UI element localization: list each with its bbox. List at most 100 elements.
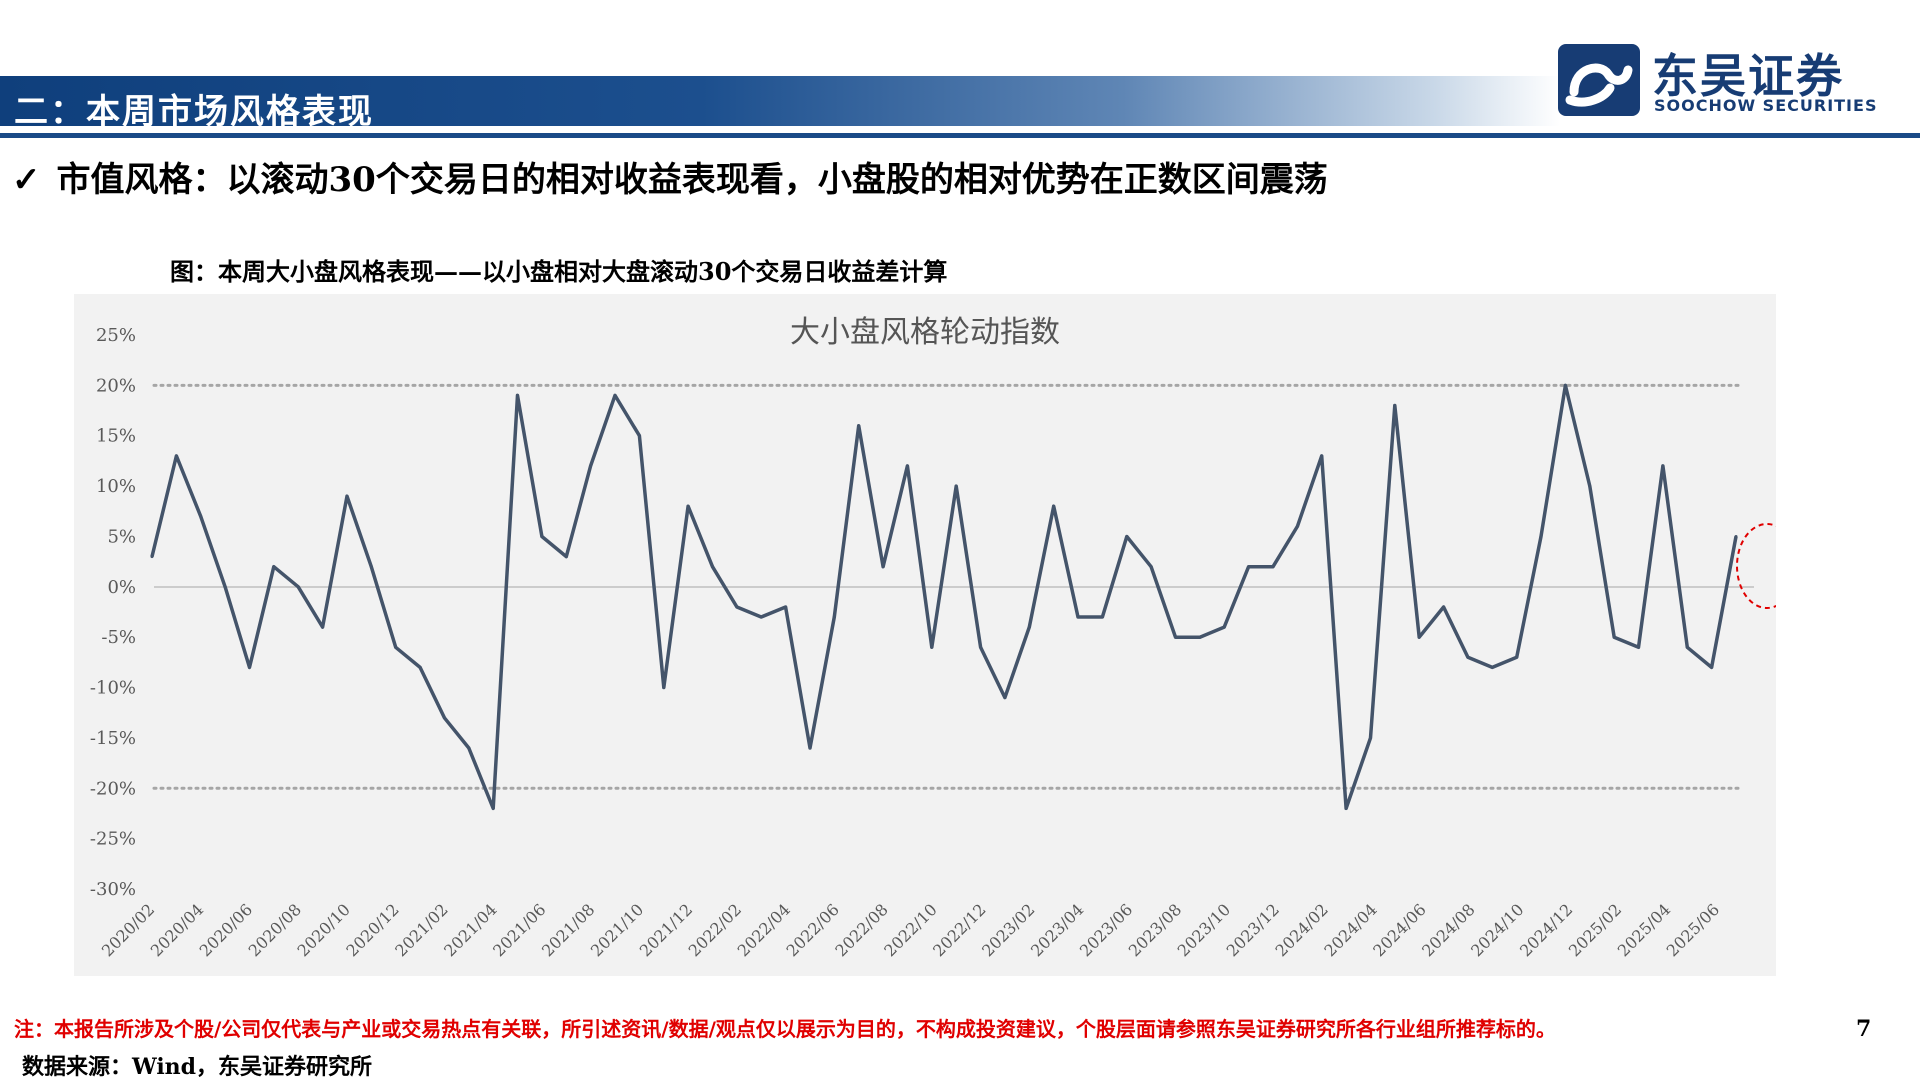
reference-lines [152, 383, 1740, 790]
data-point [1588, 484, 1592, 488]
data-point [1003, 696, 1007, 700]
data-point [442, 716, 446, 720]
data-point [735, 605, 739, 609]
x-tick-label: 2023/12 [1223, 900, 1283, 960]
data-point [1661, 464, 1665, 468]
y-tick-label: -20% [90, 778, 136, 799]
data-point [1369, 736, 1372, 740]
data-point [516, 393, 519, 397]
data-point [321, 625, 325, 629]
data-point [857, 424, 861, 428]
data-point [1442, 605, 1446, 609]
data-point [1637, 645, 1640, 649]
series-group [150, 383, 1738, 811]
data-point [711, 565, 714, 569]
highlight-circle [1736, 523, 1776, 609]
data-point [1052, 504, 1056, 508]
x-tick-label: 2020/04 [147, 900, 207, 960]
y-tick-label: 10% [96, 476, 136, 497]
y-axis: 25% 20% 15% 10% 5% 0% -5% -10% -15% -20% -25% -30% [90, 325, 136, 900]
x-tick-label: 2024/10 [1467, 900, 1527, 960]
data-point [1417, 635, 1421, 639]
data-point [1734, 535, 1738, 538]
header-divider [0, 133, 1920, 138]
y-tick-label: 25% [96, 325, 136, 346]
x-tick-label: 2020/12 [342, 900, 402, 960]
page-number: 7 [1856, 1016, 1872, 1042]
y-tick-label: 0% [107, 577, 136, 598]
x-tick-label: 2022/02 [685, 900, 745, 960]
data-point [1685, 645, 1689, 649]
data-point [613, 393, 617, 397]
x-tick-label: 2022/08 [831, 900, 891, 960]
data-point [808, 746, 812, 750]
data-point [394, 645, 398, 649]
y-tick-label: -5% [101, 627, 136, 648]
x-tick-label: 2021/06 [489, 900, 549, 960]
data-point [540, 535, 544, 538]
data-point [1710, 665, 1714, 669]
slide-subtitle: ✓ 市值风格：以滚动30个交易日的相对收益表现看，小盘股的相对优势在正数区间震荡 [12, 152, 1328, 201]
x-tick-label: 2020/02 [98, 900, 158, 960]
x-tick-label: 2021/10 [587, 900, 647, 960]
data-point [1295, 524, 1299, 528]
data-point [467, 746, 471, 750]
data-point [150, 555, 154, 559]
section-header-band [0, 76, 1560, 126]
x-tick-label: 2023/02 [978, 900, 1038, 960]
data-point [1027, 625, 1031, 629]
chart-title: 大小盘风格轮动指数 [790, 315, 1060, 350]
x-tick-label: 2021/04 [440, 900, 500, 960]
y-tick-label: -15% [90, 728, 136, 749]
brand-logo: 东吴证券 SOOCHOW SECURITIES [1556, 40, 1920, 120]
data-point [1076, 615, 1080, 619]
x-tick-label: 2021/08 [538, 900, 598, 960]
x-tick-label: 2024/08 [1418, 900, 1478, 960]
x-tick-label: 2023/10 [1174, 900, 1234, 960]
x-tick-label: 2025/02 [1565, 900, 1625, 960]
y-tick-label: -10% [90, 678, 136, 699]
soochow-logo-icon [1558, 44, 1640, 116]
logo-english-text: SOOCHOW SECURITIES [1654, 96, 1878, 115]
data-point [1393, 404, 1397, 407]
data-point [930, 645, 934, 649]
data-point [1247, 565, 1251, 569]
x-tick-label: 2022/06 [782, 900, 842, 960]
data-point [686, 504, 690, 508]
x-tick-label: 2021/12 [636, 900, 696, 960]
x-tick-label: 2022/10 [880, 900, 940, 960]
data-point [1515, 655, 1519, 659]
x-tick-label: 2020/06 [196, 900, 256, 960]
data-point [369, 565, 373, 569]
data-point [418, 665, 422, 669]
x-tick-label: 2024/02 [1271, 900, 1331, 960]
data-point [905, 464, 909, 468]
x-tick-label: 2021/02 [391, 900, 451, 960]
y-tick-label: -25% [90, 829, 136, 850]
x-tick-label: 2023/04 [1027, 900, 1087, 960]
data-point [223, 585, 227, 589]
y-tick-label: 15% [96, 426, 136, 447]
data-point [564, 555, 568, 559]
data-point [1149, 565, 1153, 569]
x-tick-label: 2023/08 [1125, 900, 1185, 960]
data-point [1100, 615, 1104, 619]
data-point [1174, 635, 1177, 639]
data-point [637, 434, 641, 438]
x-tick-label: 2025/04 [1614, 900, 1674, 960]
data-point [1539, 535, 1543, 538]
data-point [491, 806, 495, 810]
figure-caption: 图：本周大小盘风格表现——以小盘相对大盘滚动30个交易日收益差计算 [170, 257, 948, 286]
data-point [1222, 625, 1226, 629]
data-source: 数据来源：Wind，东吴证券研究所 [22, 1054, 373, 1080]
data-point [1198, 635, 1202, 639]
data-point [979, 645, 983, 649]
checkmark-icon: ✓ [12, 160, 41, 200]
x-tick-label: 2020/10 [293, 900, 353, 960]
data-point [1344, 806, 1348, 810]
line-chart: 大小盘风格轮动指数 25% 20% 15% 10% 5% 0% -5% -10% -15% -20… [90, 315, 1776, 960]
data-point [199, 514, 203, 518]
x-tick-label: 2022/12 [929, 900, 989, 960]
x-tick-label: 2024/06 [1369, 900, 1429, 960]
data-point [296, 585, 300, 589]
